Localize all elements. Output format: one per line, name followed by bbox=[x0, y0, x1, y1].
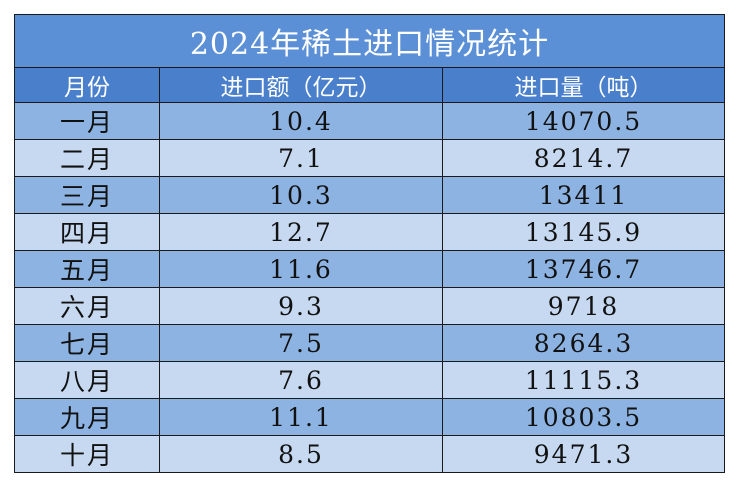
table-row: 四月 12.7 13145.9 bbox=[14, 213, 726, 251]
month-cell: 二月 bbox=[14, 139, 160, 177]
table-row: 三月 10.3 13411 bbox=[14, 176, 726, 214]
import-value-cell: 10.4 bbox=[159, 102, 443, 140]
import-volume-cell: 11115.3 bbox=[441, 361, 726, 399]
month-cell: 四月 bbox=[14, 213, 160, 251]
table-row: 八月 7.6 11115.3 bbox=[14, 361, 726, 399]
import-value-cell: 8.5 bbox=[159, 435, 443, 473]
header-row: 月份 进口额（亿元） 进口量（吨） bbox=[14, 67, 726, 103]
table-row: 五月 11.6 13746.7 bbox=[14, 250, 726, 288]
table-row: 十月 8.5 9471.3 bbox=[14, 435, 726, 473]
import-value-cell: 11.1 bbox=[159, 398, 443, 436]
import-value-cell: 7.1 bbox=[159, 139, 443, 177]
import-value-cell: 12.7 bbox=[159, 213, 443, 251]
import-volume-cell: 14070.5 bbox=[441, 102, 726, 140]
table-row: 一月 10.4 14070.5 bbox=[14, 102, 726, 140]
import-stats-table: 2024年稀土进口情况统计 月份 进口额（亿元） 进口量（吨） 一月 10.4 14… bbox=[13, 14, 726, 473]
table-body: 一月 10.4 14070.5 二月 7.1 8214.7 三月 10.3 13411 四月 12.… bbox=[14, 102, 726, 473]
month-cell: 五月 bbox=[14, 250, 160, 288]
import-value-cell: 11.6 bbox=[159, 250, 443, 288]
column-header-month: 月份 bbox=[14, 67, 160, 103]
month-cell: 九月 bbox=[14, 398, 160, 436]
month-cell: 八月 bbox=[14, 361, 160, 399]
import-volume-cell: 9471.3 bbox=[441, 435, 726, 473]
import-volume-cell: 8214.7 bbox=[441, 139, 726, 177]
import-value-cell: 10.3 bbox=[159, 176, 443, 214]
column-header-import-value: 进口额（亿元） bbox=[159, 67, 443, 103]
table-row: 二月 7.1 8214.7 bbox=[14, 139, 726, 177]
import-volume-cell: 9718 bbox=[441, 287, 726, 325]
month-cell: 七月 bbox=[14, 324, 160, 362]
month-cell: 一月 bbox=[14, 102, 160, 140]
import-volume-cell: 10803.5 bbox=[441, 398, 726, 436]
month-cell: 十月 bbox=[14, 435, 160, 473]
import-volume-cell: 13746.7 bbox=[441, 250, 726, 288]
column-header-import-volume: 进口量（吨） bbox=[441, 67, 726, 103]
title-row: 2024年稀土进口情况统计 bbox=[13, 14, 726, 68]
import-value-cell: 9.3 bbox=[159, 287, 443, 325]
import-value-cell: 7.6 bbox=[159, 361, 443, 399]
month-cell: 三月 bbox=[14, 176, 160, 214]
table-title: 2024年稀土进口情况统计 bbox=[13, 14, 726, 68]
import-volume-cell: 13411 bbox=[441, 176, 726, 214]
table-row: 六月 9.3 9718 bbox=[14, 287, 726, 325]
table-row: 七月 7.5 8264.3 bbox=[14, 324, 726, 362]
import-volume-cell: 13145.9 bbox=[441, 213, 726, 251]
import-volume-cell: 8264.3 bbox=[441, 324, 726, 362]
import-value-cell: 7.5 bbox=[159, 324, 443, 362]
month-cell: 六月 bbox=[14, 287, 160, 325]
table-row: 九月 11.1 10803.5 bbox=[14, 398, 726, 436]
